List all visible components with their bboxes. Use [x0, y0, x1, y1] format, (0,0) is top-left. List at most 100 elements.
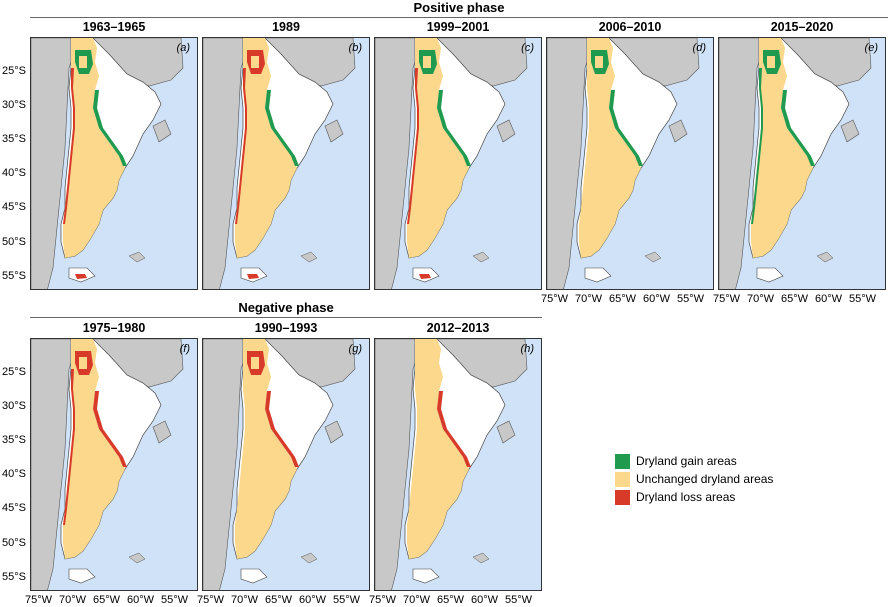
- lat-tick-label: 55°S: [2, 270, 26, 282]
- dryland-loss-area: [419, 274, 431, 279]
- dryland-loss-area: [93, 391, 127, 467]
- map-legend: Dryland gain areas Unchanged dryland are…: [614, 452, 773, 506]
- falkland-islands: [472, 552, 490, 564]
- legend-item-gain: Dryland gain areas: [614, 452, 773, 470]
- dryland-gain-area: [751, 68, 763, 224]
- unchanged-dryland-area: [579, 38, 641, 258]
- panel-title-f: 1975–1980: [82, 321, 146, 335]
- falkland-islands: [816, 251, 834, 263]
- panel-letter: (e): [864, 42, 878, 54]
- falkland-islands: [472, 251, 490, 263]
- falkland-islands: [128, 251, 146, 263]
- neighbor-country-uruguay: [152, 119, 172, 143]
- panel-title-e: 2015–2020: [770, 20, 834, 34]
- lon-tick-label: 60°W: [815, 293, 843, 305]
- neighbor-country-uruguay: [324, 420, 344, 444]
- tierra-del-fuego: [412, 568, 440, 584]
- legend-label: Unchanged dryland areas: [636, 472, 774, 486]
- dryland-loss-area: [265, 391, 299, 467]
- lat-tick-label: 35°S: [2, 133, 26, 145]
- neighbor-country-uruguay: [496, 119, 516, 143]
- panel-title-b: 1989: [272, 20, 300, 34]
- panel-letter: (c): [521, 42, 534, 54]
- panel-title-d: 2006–2010: [598, 20, 662, 34]
- dryland-gain-area: [93, 90, 127, 166]
- unchanged-dryland-area: [235, 339, 297, 559]
- positive-phase-rule: [30, 17, 888, 18]
- map-panel-e: (e): [718, 37, 886, 290]
- tierra-del-fuego: [240, 568, 268, 584]
- lon-tick-label: 60°W: [643, 293, 671, 305]
- unchanged-dryland-area: [407, 38, 469, 258]
- lat-tick-label: 25°S: [2, 65, 26, 77]
- unchanged-dryland-area: [63, 339, 125, 559]
- dryland-loss-area: [247, 274, 259, 279]
- lon-tick-label: 65°W: [265, 594, 293, 606]
- lat-tick-label: 25°S: [2, 366, 26, 378]
- lon-tick-label: 70°W: [575, 293, 603, 305]
- falkland-islands: [128, 552, 146, 564]
- unchanged-dryland-area: [751, 38, 813, 258]
- lon-tick-label: 70°W: [403, 594, 431, 606]
- lat-tick-label: 30°S: [2, 99, 26, 111]
- lon-tick-label: 70°W: [231, 594, 259, 606]
- tierra-del-fuego: [68, 568, 96, 584]
- legend-swatch-gain: [614, 452, 631, 470]
- dryland-gain-area: [75, 50, 93, 74]
- panel-title-g: 1990–1993: [254, 321, 318, 335]
- dryland-gain-area: [609, 90, 643, 166]
- lon-tick-label: 60°W: [299, 594, 327, 606]
- lon-tick-label: 55°W: [333, 594, 361, 606]
- dryland-gain-area: [265, 90, 299, 166]
- lon-tick-label: 55°W: [849, 293, 877, 305]
- legend-label: Dryland loss areas: [636, 490, 736, 504]
- tierra-del-fuego: [756, 267, 784, 283]
- lon-tick-label: 70°W: [59, 594, 87, 606]
- panel-title-c: 1999–2001: [426, 20, 490, 34]
- lon-tick-label: 55°W: [505, 594, 533, 606]
- negative-phase-title: Negative phase: [238, 300, 334, 315]
- lon-tick-label: 75°W: [713, 293, 741, 305]
- legend-item-unchanged: Unchanged dryland areas: [614, 470, 773, 488]
- falkland-islands: [300, 251, 318, 263]
- map-panel-g: (g): [202, 338, 370, 591]
- dryland-loss-area: [63, 369, 75, 525]
- dryland-loss-area: [407, 68, 419, 224]
- dryland-loss-area: [247, 50, 265, 74]
- map-panel-h: (h): [374, 338, 542, 591]
- dryland-gain-area: [437, 90, 471, 166]
- unchanged-dryland-area: [63, 38, 125, 258]
- panel-letter: (b): [348, 42, 362, 54]
- panel-letter: (g): [348, 343, 362, 355]
- unchanged-dryland-area: [407, 339, 469, 559]
- map-panel-d: (d): [546, 37, 714, 290]
- neighbor-country-uruguay: [496, 420, 516, 444]
- neighbor-country-uruguay: [668, 119, 688, 143]
- falkland-islands: [644, 251, 662, 263]
- legend-item-loss: Dryland loss areas: [614, 488, 773, 506]
- map-panel-c: (c): [374, 37, 542, 290]
- lon-tick-label: 60°W: [471, 594, 499, 606]
- falkland-islands: [300, 552, 318, 564]
- panel-title-a: 1963–1965: [82, 20, 146, 34]
- lat-tick-label: 45°S: [2, 201, 26, 213]
- legend-swatch-loss: [614, 488, 631, 506]
- dryland-loss-area: [75, 351, 93, 375]
- lon-tick-label: 60°W: [127, 594, 155, 606]
- neighbor-country-uruguay: [840, 119, 860, 143]
- legend-swatch-unchanged: [614, 470, 631, 488]
- dryland-loss-area: [63, 68, 75, 224]
- lat-tick-label: 40°S: [2, 468, 26, 480]
- neighbor-country-uruguay: [324, 119, 344, 143]
- dryland-loss-area: [235, 68, 247, 224]
- map-panel-f: (f): [30, 338, 198, 591]
- panel-letter: (d): [692, 42, 706, 54]
- lat-tick-label: 50°S: [2, 537, 26, 549]
- dryland-gain-area: [591, 50, 609, 74]
- dryland-loss-area: [75, 274, 87, 279]
- dryland-loss-area: [437, 391, 471, 467]
- lon-tick-label: 55°W: [677, 293, 705, 305]
- lon-tick-label: 65°W: [93, 594, 121, 606]
- negative-phase-rule: [30, 317, 542, 318]
- map-panel-b: (b): [202, 37, 370, 290]
